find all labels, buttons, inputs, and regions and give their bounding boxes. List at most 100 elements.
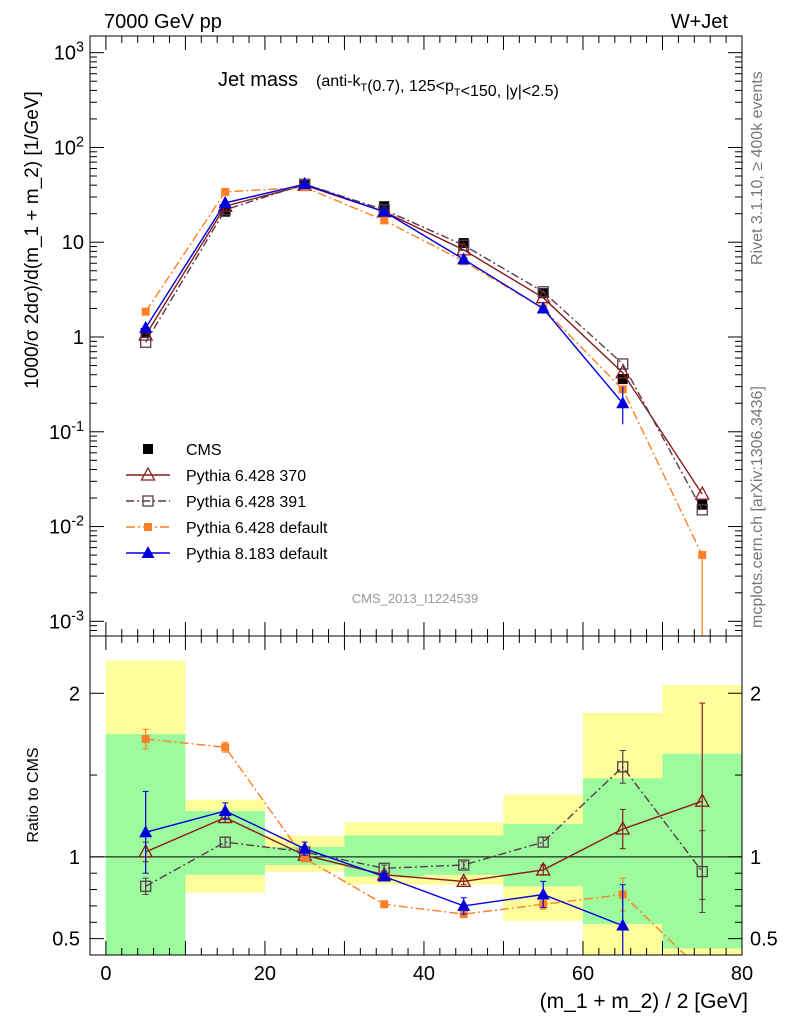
- legend-entry: Pythia 6.428 default: [186, 520, 328, 537]
- x-tick-label: 80: [731, 963, 753, 985]
- title-text: (0.7), 125<: [367, 78, 445, 95]
- pdef-marker: [300, 854, 309, 863]
- x-tick-label: 60: [572, 963, 594, 985]
- p391-marker: [617, 761, 629, 773]
- p8-marker: [298, 177, 312, 190]
- p370-marker: [694, 485, 710, 500]
- pdef-marker: [144, 523, 152, 531]
- p8-marker: [457, 252, 471, 265]
- p391-marker: [142, 495, 154, 507]
- ratio-y-tick-label-right: 1: [750, 847, 761, 869]
- p370-marker: [138, 326, 154, 341]
- tick-exponent: -2: [71, 514, 84, 530]
- pdef-marker: [221, 743, 230, 752]
- p391-marker: [617, 358, 629, 370]
- p391-marker: [458, 859, 470, 871]
- p370-marker: [456, 873, 472, 888]
- title-subscript: T: [454, 87, 461, 99]
- p8-marker: [218, 195, 232, 208]
- chart-title: Jet mass: [218, 69, 298, 91]
- legend-entry: Pythia 8.183 default: [186, 546, 328, 563]
- y-tick-label: 103: [54, 40, 84, 65]
- ratio-y-tick-label: 0.5: [52, 929, 80, 951]
- p391-line: [145, 183, 703, 511]
- uncertainty-band-green: [423, 835, 504, 875]
- pdef-marker: [698, 551, 707, 560]
- title-text: (anti-: [316, 73, 352, 90]
- p391-marker: [696, 865, 708, 878]
- p8-marker: [298, 841, 312, 854]
- p370-marker: [140, 466, 156, 481]
- p370-marker: [217, 809, 233, 824]
- p8-marker: [616, 396, 630, 409]
- legend-entry: Pythia 6.428 391: [186, 494, 306, 511]
- ratio-y-axis-label: Ratio to CMS: [25, 747, 42, 842]
- tick-exponent: 3: [76, 40, 84, 56]
- p8-marker: [141, 546, 155, 558]
- p8-marker: [139, 825, 153, 838]
- tick-exponent: 2: [76, 134, 84, 150]
- p8-marker: [139, 320, 153, 333]
- top-y-axis-label: 1000/σ 2dσ)/d(m_1 + m_2) [1/GeV]: [22, 91, 43, 389]
- p8-marker: [536, 887, 550, 900]
- p8-marker: [377, 204, 391, 217]
- title-subscript: T: [360, 82, 367, 94]
- legend-entry: Pythia 6.428 370: [186, 468, 306, 485]
- y-tick-label: 102: [54, 134, 84, 159]
- y-tick-label: 10-2: [49, 514, 84, 539]
- p370-marker: [694, 792, 710, 807]
- legend-entry: CMS: [186, 442, 222, 459]
- p370-line: [145, 800, 703, 883]
- tick-exponent: -3: [71, 608, 84, 624]
- rivet-label: Rivet 3.1.10, ≥ 400k events: [749, 71, 766, 265]
- pdef-marker: [380, 900, 389, 909]
- tick-base: 10: [54, 43, 76, 65]
- y-tick-label: 10-1: [49, 419, 84, 444]
- p8-marker: [536, 301, 550, 314]
- pdef-line: [145, 186, 703, 556]
- p391-marker: [458, 239, 470, 251]
- cms-marker: [617, 374, 628, 385]
- mcplots-label: mcplots.cern.ch [arXiv:1306.3436]: [749, 386, 766, 628]
- p391-marker: [219, 836, 231, 848]
- title-symbol: k: [352, 73, 361, 90]
- tick-base: 10: [49, 611, 71, 633]
- pdef-marker: [221, 187, 230, 196]
- p391-marker: [140, 336, 152, 348]
- watermark-label: CMS_2013_I1224539: [352, 591, 479, 606]
- y-tick-label: 10-3: [49, 608, 84, 633]
- p8-marker: [457, 898, 471, 911]
- p8-marker: [377, 869, 391, 882]
- title-text: <150, |y|<2.5): [461, 83, 559, 100]
- p370-marker: [615, 364, 631, 379]
- y-tick-label: 10: [62, 232, 84, 254]
- p370-marker: [535, 861, 551, 876]
- p391-marker: [140, 880, 152, 892]
- x-tick-label: 20: [254, 963, 276, 985]
- p8-marker: [616, 918, 630, 931]
- title-detail: (anti-kT(0.7), 125<pT<150, |y|<2.5): [316, 73, 559, 100]
- ratio-y-tick-label: 1: [69, 847, 80, 869]
- x-tick-label: 0: [100, 963, 111, 985]
- title-symbol: p: [445, 78, 454, 95]
- pdef-marker: [380, 216, 389, 225]
- energy-label: 7000 GeV pp: [104, 11, 222, 33]
- process-label: W+Jet: [671, 11, 729, 33]
- cms-marker: [140, 328, 151, 339]
- tick-base: 10: [49, 517, 71, 539]
- p391-marker: [696, 504, 708, 516]
- y-tick-label: 1: [73, 327, 84, 349]
- ratio-frame: [89, 635, 743, 956]
- p391-line: [145, 765, 703, 887]
- title-main: Jet mass: [218, 69, 298, 91]
- p8-marker: [218, 804, 232, 817]
- p370-marker: [615, 820, 631, 835]
- uncertainty-band-green: [503, 824, 583, 887]
- p370-line: [145, 184, 703, 495]
- ratio-y-tick-label-right: 2: [750, 683, 761, 705]
- x-tick-label: 40: [413, 963, 435, 985]
- p391-marker: [537, 836, 549, 848]
- p391-marker: [537, 286, 549, 298]
